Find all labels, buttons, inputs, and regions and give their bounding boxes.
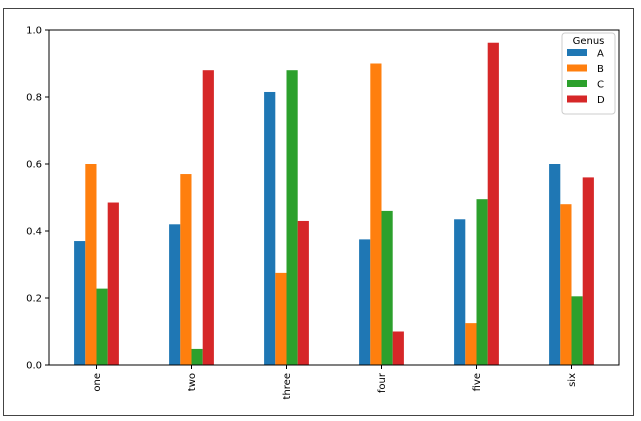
legend-label-A: A	[597, 49, 604, 60]
x-tick-label-three: three	[282, 373, 293, 399]
y-tick-label: 0.6	[26, 160, 42, 171]
bar-B-three	[275, 272, 287, 366]
y-axis: 0.0 0.2 0.4 0.6 0.8 1.0	[26, 26, 49, 372]
bar-A-five	[454, 219, 466, 365]
y-tick-label: 1.0	[26, 26, 42, 37]
bar-C-four	[381, 210, 393, 365]
x-axis: one two three four five six	[92, 365, 578, 399]
plot-area	[48, 29, 620, 366]
bar-D-four	[392, 331, 404, 365]
bar-B-four	[370, 63, 382, 365]
bar-D-six	[582, 177, 594, 365]
bar-A-two	[169, 224, 181, 365]
legend-swatch-D	[567, 95, 587, 103]
bar-C-two	[191, 348, 203, 365]
bar-C-one	[96, 288, 108, 365]
bar-B-two	[180, 174, 192, 365]
bar-C-five	[476, 199, 488, 365]
x-tick-label-two: two	[187, 373, 198, 391]
x-tick-label-one: one	[92, 373, 103, 392]
y-tick-label: 0.2	[26, 294, 42, 305]
x-tick-label-six: six	[567, 373, 578, 387]
x-tick-label-five: five	[472, 373, 483, 391]
legend-label-C: C	[597, 80, 604, 91]
bar-A-six	[549, 164, 561, 365]
bar-A-four	[359, 239, 371, 366]
bar-C-six	[571, 296, 583, 365]
bar-C-three	[286, 70, 298, 365]
bar-D-two	[202, 70, 214, 365]
legend-swatch-A	[567, 49, 587, 56]
legend-swatch-B	[567, 64, 587, 72]
bar-D-five	[487, 42, 499, 365]
legend-swatch-C	[567, 80, 587, 87]
bar-D-three	[297, 220, 309, 365]
bar-D-one	[107, 202, 119, 365]
y-tick-label: 0.0	[26, 361, 42, 372]
legend-title: Genus	[573, 36, 605, 47]
y-tick-label: 0.8	[26, 93, 42, 104]
bar-B-six	[560, 204, 572, 365]
x-tick-label-four: four	[377, 372, 388, 393]
bar-B-one	[85, 164, 97, 365]
bar-B-five	[465, 323, 477, 366]
bar-A-one	[74, 241, 86, 365]
legend-label-B: B	[597, 64, 604, 75]
legend-label-D: D	[597, 95, 605, 106]
bar-A-three	[264, 91, 276, 365]
y-tick-label: 0.4	[26, 227, 42, 238]
bars-layer	[74, 42, 594, 366]
